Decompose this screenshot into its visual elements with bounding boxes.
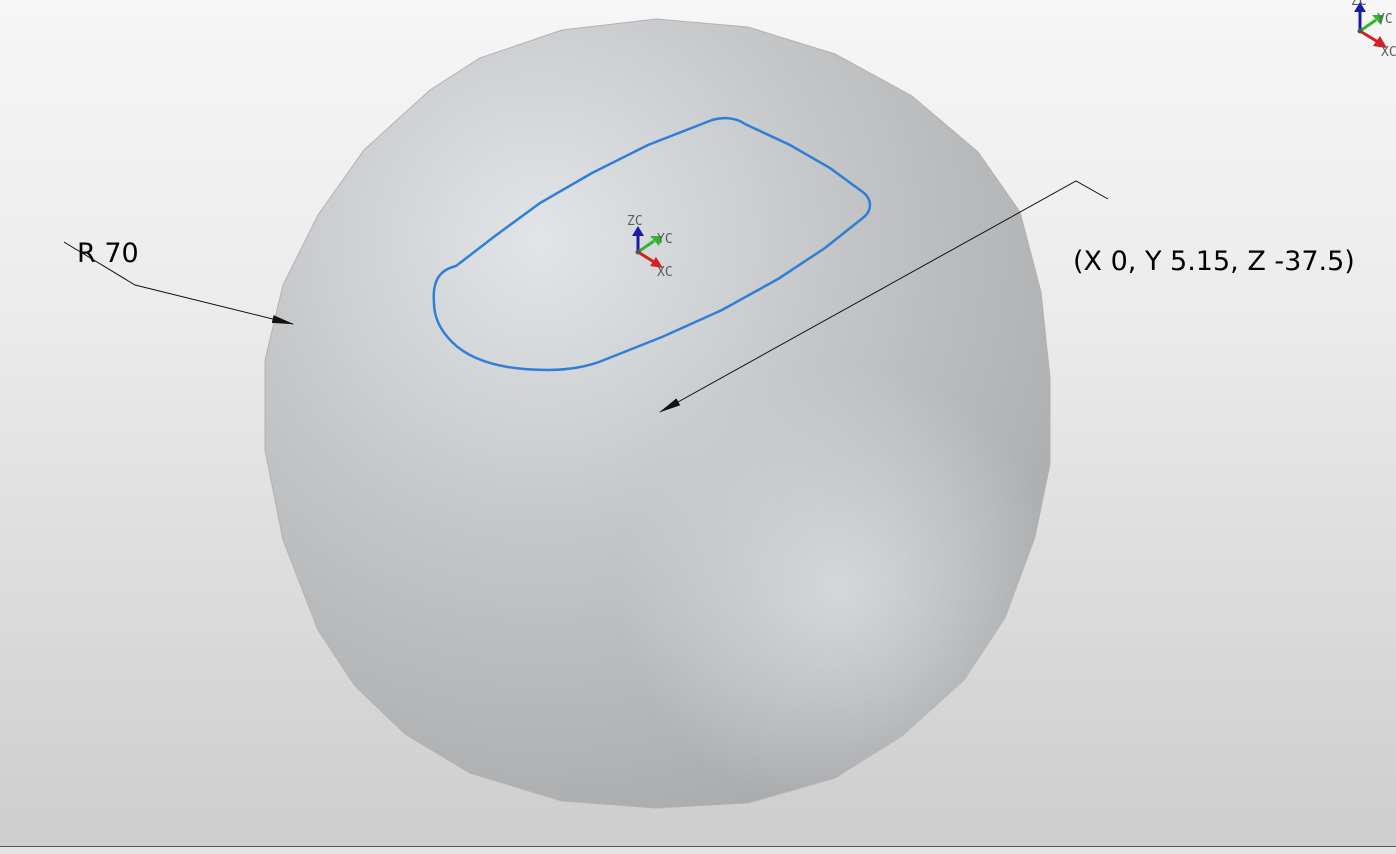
center-z-label: ZC <box>627 214 643 229</box>
sphere-highlight <box>265 19 1050 808</box>
corner-origin-dot <box>1358 29 1363 34</box>
corner-y-axis <box>1360 20 1376 31</box>
point-coordinate-label[interactable]: (X 0, Y 5.15, Z -37.5) <box>1073 246 1355 277</box>
center-origin-dot <box>636 250 641 255</box>
center-x-label: XC <box>657 265 673 280</box>
corner-y-label: YC <box>1377 12 1393 27</box>
center-y-label: YC <box>657 232 673 247</box>
corner-z-label: ZC <box>1351 0 1367 9</box>
status-bar <box>0 846 1396 854</box>
view-triad[interactable]: ZC YC XC <box>1351 0 1396 60</box>
corner-x-label: XC <box>1381 45 1396 60</box>
corner-x-axis <box>1360 31 1378 42</box>
radius-label[interactable]: R 70 <box>77 238 139 269</box>
